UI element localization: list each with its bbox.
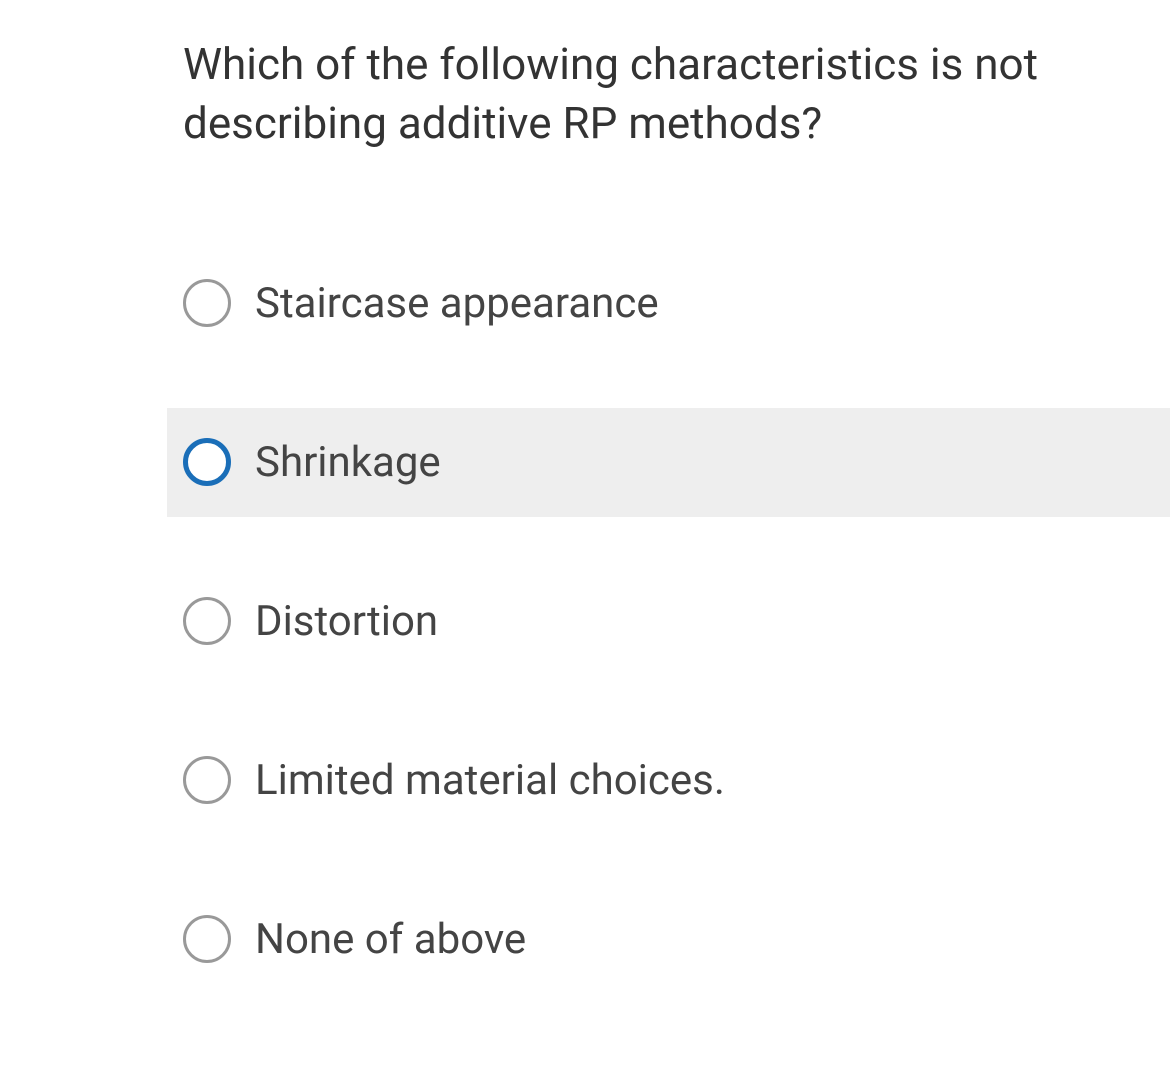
radio-icon[interactable] <box>183 438 231 486</box>
option-label: Limited material choices. <box>255 756 725 805</box>
option-item-limited-material[interactable]: Limited material choices. <box>167 726 1120 835</box>
option-label: None of above <box>255 915 526 964</box>
question-text: Which of the following characteristics i… <box>183 35 1120 154</box>
option-item-none[interactable]: None of above <box>167 885 1120 994</box>
option-label: Staircase appearance <box>255 279 659 328</box>
option-label: Distortion <box>255 597 438 646</box>
option-item-distortion[interactable]: Distortion <box>167 567 1120 676</box>
radio-icon[interactable] <box>183 597 231 645</box>
spacer <box>183 676 1120 726</box>
radio-icon[interactable] <box>183 756 231 804</box>
spacer <box>183 517 1120 567</box>
radio-icon[interactable] <box>183 279 231 327</box>
option-item-shrinkage[interactable]: Shrinkage <box>167 408 1170 517</box>
option-label: Shrinkage <box>255 438 441 487</box>
radio-icon[interactable] <box>183 915 231 963</box>
option-item-staircase[interactable]: Staircase appearance <box>167 249 1120 358</box>
spacer <box>183 358 1120 408</box>
spacer <box>183 835 1120 885</box>
options-container: Staircase appearance Shrinkage Distortio… <box>183 249 1120 994</box>
question-container: Which of the following characteristics i… <box>0 35 1170 994</box>
